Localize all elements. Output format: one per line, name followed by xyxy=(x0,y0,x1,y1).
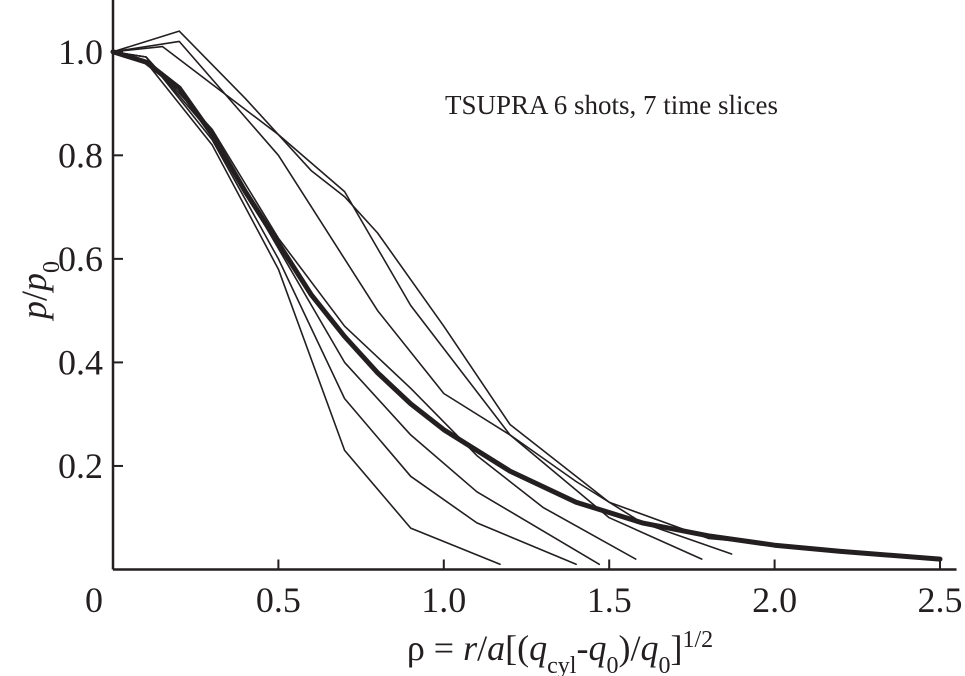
data-line xyxy=(110,49,943,562)
annotation: TSUPRA 6 shots, 7 time slices xyxy=(445,90,778,120)
y-tick-label: 0.8 xyxy=(58,135,103,175)
label-part: 0 xyxy=(39,261,65,273)
data-line xyxy=(112,30,941,560)
label-part: / xyxy=(14,291,54,301)
x-tick-label: 1.0 xyxy=(421,580,466,620)
label-part: cyl xyxy=(547,653,577,676)
label-part: q xyxy=(529,628,547,668)
x-tick-label: 1.5 xyxy=(587,580,632,620)
x-tick-label: 2.0 xyxy=(752,580,797,620)
label-part: - xyxy=(576,628,588,668)
x-tick-label: 0 xyxy=(85,580,103,620)
data-line xyxy=(112,50,601,566)
label-part: 0 xyxy=(658,653,670,676)
label-part: p xyxy=(14,301,54,322)
x-tick-label: 0.5 xyxy=(256,580,301,620)
y-axis-label: p/p0 xyxy=(14,261,65,322)
y-tick-label: 0.4 xyxy=(58,342,103,382)
label-part: 0 xyxy=(606,653,618,676)
label-part: r xyxy=(463,628,478,668)
label-part: a xyxy=(487,628,505,668)
x-axis-label: ρ = r/a[(qcyl-q0)/q0]1/2 xyxy=(407,627,713,676)
label-part: ρ = xyxy=(407,628,463,668)
x-tick-label: 2.5 xyxy=(918,580,963,620)
label-part: q xyxy=(640,628,658,668)
y-tick-label: 1.0 xyxy=(58,32,103,72)
data-line xyxy=(112,45,703,560)
label-part: 1/2 xyxy=(682,627,713,653)
y-tick-label: 0.2 xyxy=(58,446,103,486)
label-part: / xyxy=(477,628,487,668)
label-part: ] xyxy=(670,628,682,668)
data-line xyxy=(112,50,501,566)
data-line xyxy=(112,40,733,555)
y-tick-label: 0.6 xyxy=(58,239,103,279)
label-part: [( xyxy=(505,628,529,668)
label-part: )/ xyxy=(618,628,640,668)
label-part: q xyxy=(588,628,606,668)
data-line xyxy=(112,50,577,566)
label-part: p xyxy=(14,273,54,294)
